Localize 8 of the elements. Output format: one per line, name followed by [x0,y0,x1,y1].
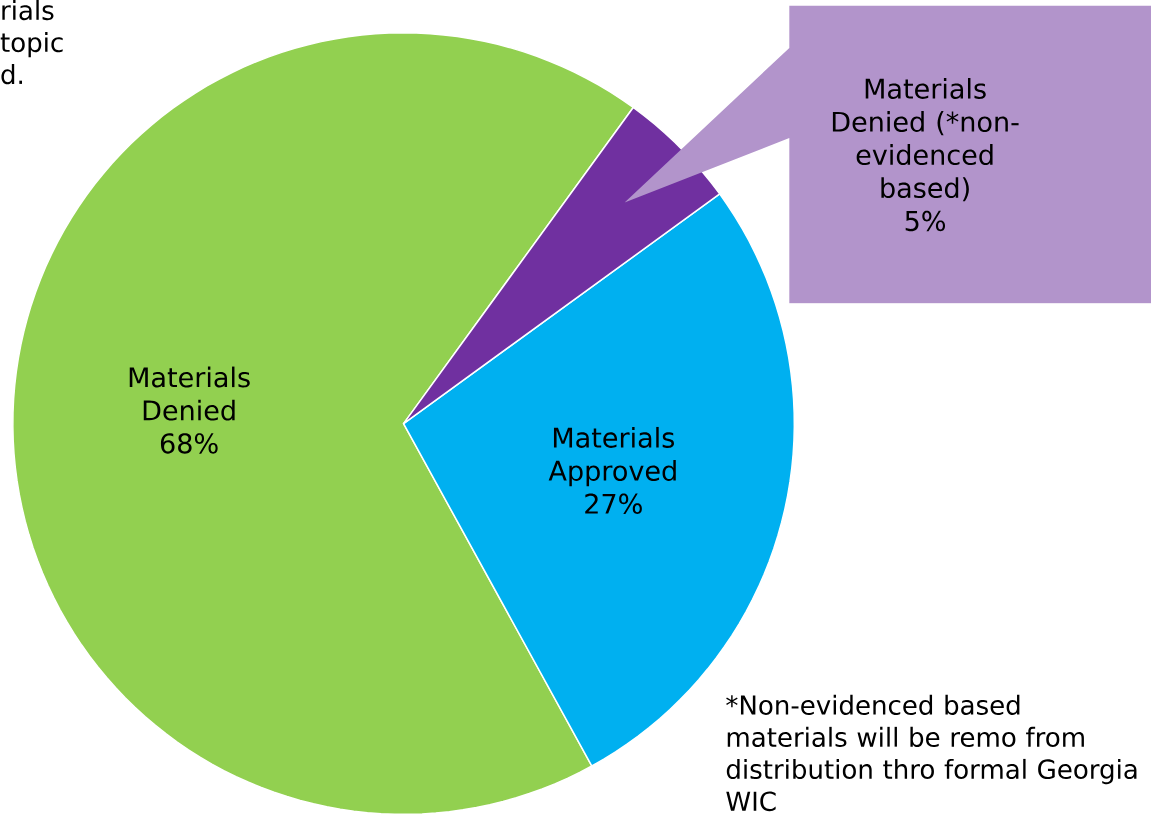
slice-label: Materials Denied (*non-evidenced based) [832,77,1019,202]
slice-label: Materials Denied [129,366,250,421]
data-label: 5% [905,210,946,232]
data-label: 68% [160,433,218,454]
text: rials topic d. [0,0,63,85]
slice-label: Materials Approved [548,426,676,487]
text: *Non-evidenced based materials will be remo from distribution thro formal Georgia WIC [726,694,1137,812]
data-label: 27% [585,493,642,514]
